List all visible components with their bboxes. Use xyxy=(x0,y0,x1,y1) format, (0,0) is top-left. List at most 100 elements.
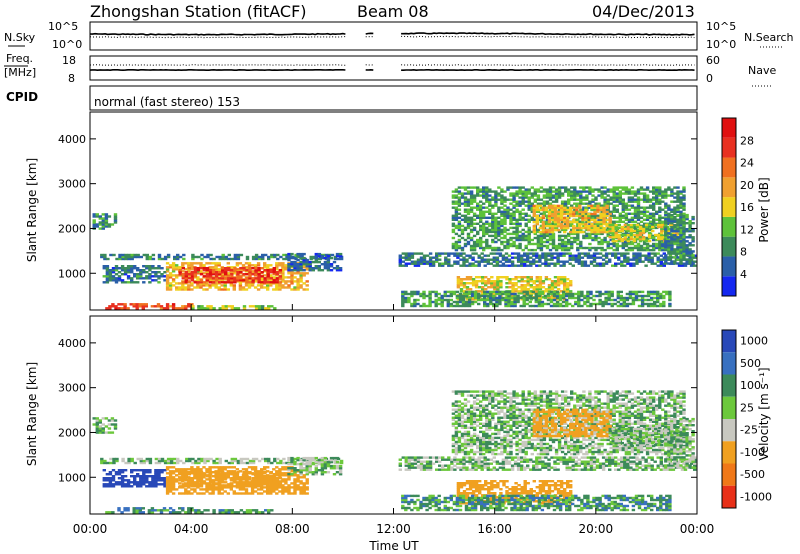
echo-cell xyxy=(550,280,555,283)
echo-cell xyxy=(541,214,546,218)
echo-cell xyxy=(642,214,647,217)
echo-cell xyxy=(302,252,306,256)
echo-cell xyxy=(473,300,478,304)
echo-cell xyxy=(658,202,662,205)
echo-cell xyxy=(499,282,503,285)
echo-cell xyxy=(652,222,656,225)
echo-cell xyxy=(454,242,459,246)
echo-cell xyxy=(181,275,185,278)
echo-cell xyxy=(407,296,411,300)
echo-cell xyxy=(168,478,173,481)
echo-cell xyxy=(554,248,559,252)
echo-cell xyxy=(548,190,553,193)
echo-cell xyxy=(563,286,567,289)
echo-cell xyxy=(254,253,259,257)
echo-cell xyxy=(275,264,279,267)
echo-cell xyxy=(617,235,621,239)
echo-cell xyxy=(545,238,550,242)
echo-cell xyxy=(171,274,176,277)
echo-cell xyxy=(565,260,569,263)
echo-cell xyxy=(667,232,671,235)
echo-cell xyxy=(438,254,442,257)
echo-cell xyxy=(584,226,588,230)
echo-cell xyxy=(676,213,680,217)
echo-cell xyxy=(509,198,513,201)
echo-cell xyxy=(220,468,224,471)
echo-cell xyxy=(522,298,526,302)
echo-cell xyxy=(609,196,613,199)
echo-cell xyxy=(333,461,338,465)
echo-cell xyxy=(490,284,494,287)
echo-cell xyxy=(120,481,125,484)
echo-cell xyxy=(588,186,592,189)
echo-cell xyxy=(428,260,433,263)
echo-cell xyxy=(608,229,612,233)
echo-cell xyxy=(491,206,495,209)
echo-cell xyxy=(542,244,547,248)
echo-cell xyxy=(190,271,195,274)
echo-cell xyxy=(217,286,221,289)
echo-cell xyxy=(682,240,686,243)
echo-cell xyxy=(673,192,677,195)
echo-cell xyxy=(526,278,530,281)
echo-cell xyxy=(500,248,504,252)
echo-cell xyxy=(220,288,224,291)
echo-cell xyxy=(287,267,291,270)
echo-cell xyxy=(524,190,528,193)
echo-cell xyxy=(535,276,539,279)
echo-cell xyxy=(462,256,466,259)
echo-cell xyxy=(111,483,116,486)
echo-cell xyxy=(553,218,558,222)
echo-cell xyxy=(662,296,666,300)
echo-cell xyxy=(566,288,570,291)
echo-cell xyxy=(251,459,256,463)
echo-cell xyxy=(479,208,483,211)
echo-cell xyxy=(494,212,498,215)
echo-cell xyxy=(401,296,405,300)
echo-cell xyxy=(524,222,528,225)
echo-cell xyxy=(176,253,180,257)
echo-cell xyxy=(127,255,131,259)
echo-cell xyxy=(570,186,574,189)
echo-cell xyxy=(626,229,631,233)
echo-cell xyxy=(185,459,189,463)
echo-cell xyxy=(456,256,460,259)
echo-cell xyxy=(603,190,607,193)
echo-cell xyxy=(503,196,507,199)
echo-cell xyxy=(142,481,146,484)
echo-cell xyxy=(120,485,125,488)
echo-cell xyxy=(462,260,466,263)
echo-cell xyxy=(682,214,686,217)
echo-cell xyxy=(495,262,500,265)
echo-cell xyxy=(664,234,668,237)
echo-cell xyxy=(535,260,539,263)
nave-label: Nave xyxy=(748,64,776,77)
echo-cell xyxy=(178,307,182,310)
echo-cell xyxy=(190,268,194,271)
echo-cell xyxy=(500,202,504,205)
echo-cell xyxy=(507,294,511,298)
echo-cell xyxy=(676,262,680,265)
echo-cell xyxy=(500,236,504,240)
echo-cell xyxy=(214,271,219,274)
echo-cell xyxy=(476,222,480,225)
echo-cell xyxy=(557,238,562,242)
echo-cell xyxy=(221,305,225,308)
echo-cell xyxy=(664,246,668,249)
echo-cell xyxy=(457,186,462,189)
echo-cell xyxy=(465,288,470,291)
echo-cell xyxy=(666,233,670,237)
echo-cell xyxy=(217,492,221,495)
echo-cell xyxy=(165,476,170,479)
echo-cell xyxy=(223,484,227,487)
echo-cell xyxy=(576,194,580,197)
echo-cell xyxy=(482,196,486,199)
echo-cell xyxy=(285,257,289,261)
echo-cell xyxy=(488,230,492,234)
echo-cell xyxy=(462,252,466,255)
echo-cell xyxy=(275,281,279,284)
echo-cell xyxy=(627,190,632,193)
echo-cell xyxy=(205,262,209,265)
echo-cell xyxy=(655,238,659,242)
echo-cell xyxy=(515,224,519,228)
